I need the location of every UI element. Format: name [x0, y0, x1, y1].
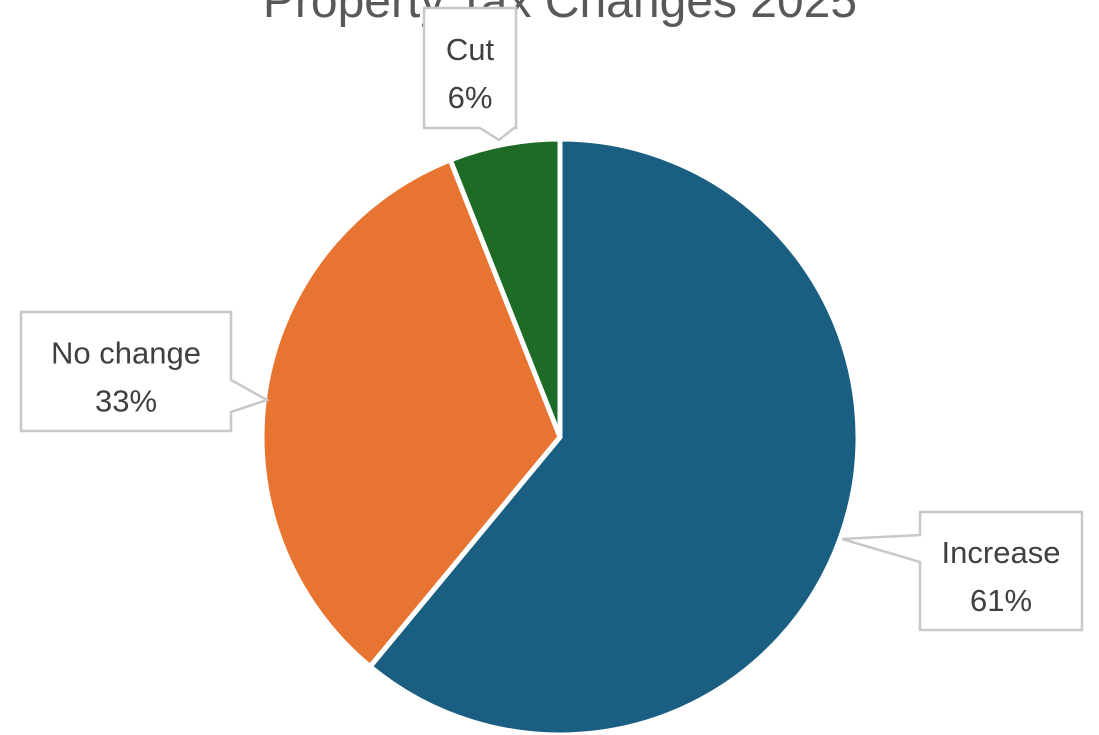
callout-increase: Increase 61% — [841, 510, 1084, 632]
callout-no-change: No change 33% — [19, 310, 271, 433]
callout-category-cut: Cut — [446, 32, 495, 67]
callout-box-cut — [422, 6, 518, 142]
pie-slice-increase — [367, 136, 861, 735]
chart-title: Property Tax Changes 2025 — [262, 0, 858, 28]
pie-slice-cut — [447, 136, 563, 440]
callout-value-increase: 61% — [970, 583, 1032, 618]
callout-category-no-change: No change — [51, 336, 201, 371]
pie-slice-no-change — [259, 157, 563, 670]
slices-layer — [259, 136, 861, 735]
callout-cut: Cut 6% — [422, 6, 518, 142]
callout-category-increase: Increase — [942, 535, 1061, 570]
callout-box-no-change — [19, 310, 271, 433]
callout-value-cut: 6% — [448, 80, 493, 115]
callout-box-increase — [841, 510, 1084, 632]
callouts-layer: Increase 61% No change 33% Cut 6% — [19, 6, 1084, 632]
callout-value-no-change: 33% — [95, 384, 157, 419]
